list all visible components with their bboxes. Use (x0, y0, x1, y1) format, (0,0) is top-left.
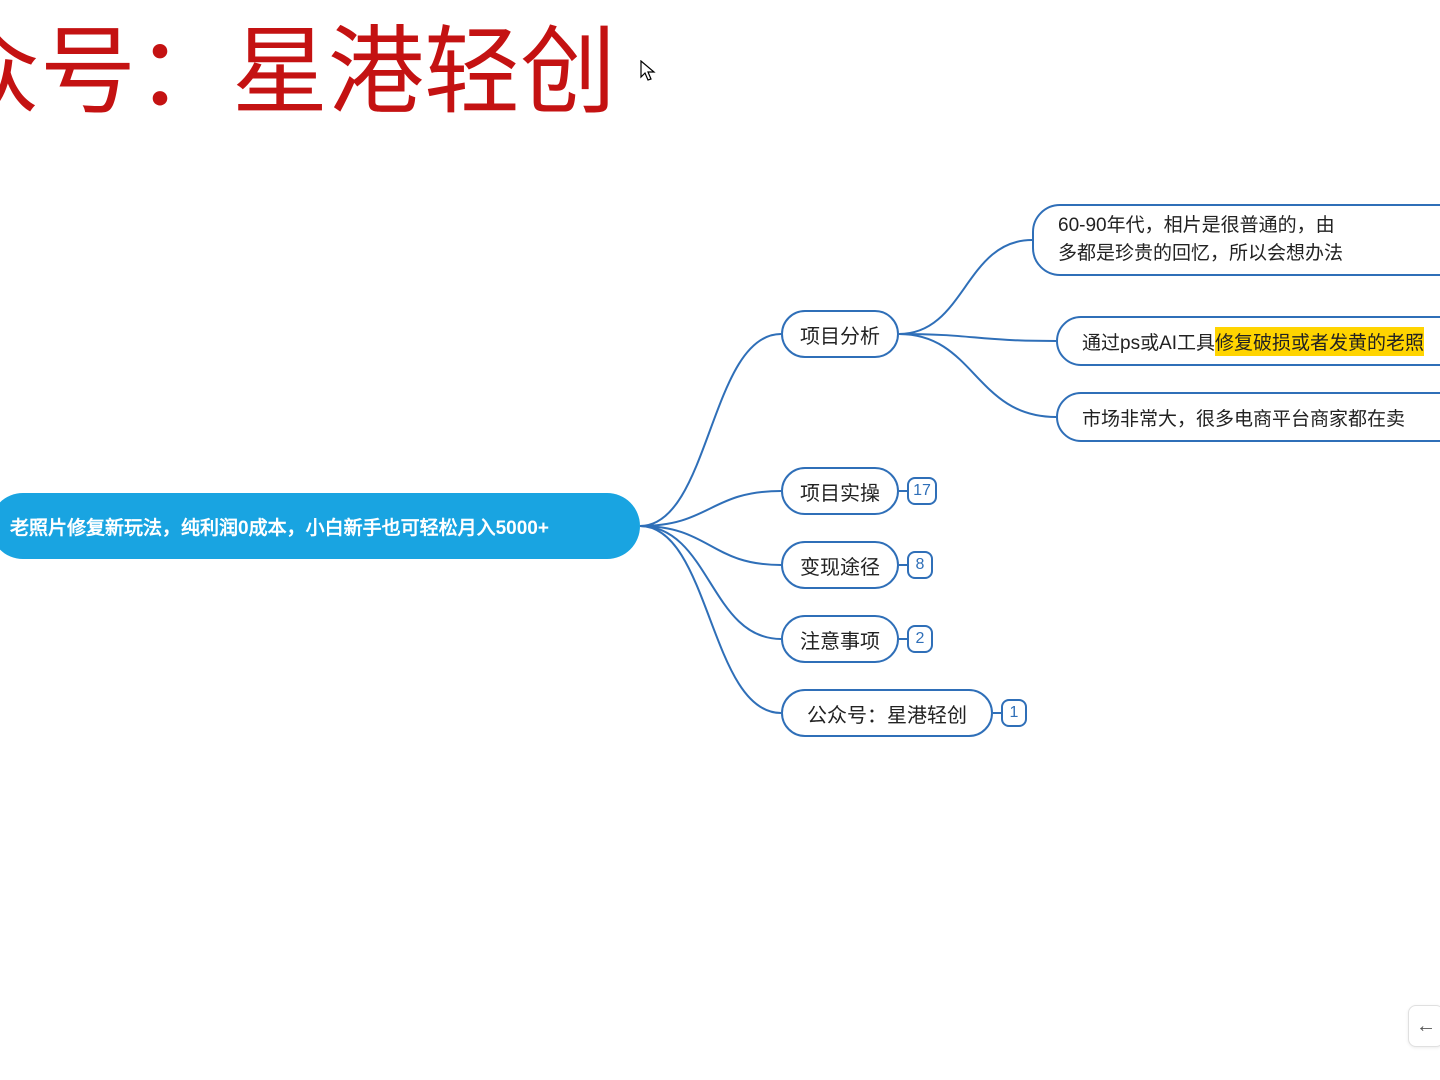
badge-account-count: 1 (1010, 704, 1019, 722)
node-analysis[interactable]: 项目分析 (781, 310, 899, 358)
badge-monetize-count: 8 (916, 556, 925, 574)
node-practice-label: 项目实操 (800, 477, 880, 506)
node-notice[interactable]: 注意事项 (781, 615, 899, 663)
back-arrow-icon: ← (1416, 1015, 1436, 1038)
node-practice[interactable]: 项目实操 (781, 467, 899, 515)
node-notice-label: 注意事项 (800, 625, 880, 654)
back-button[interactable]: ← (1408, 1005, 1440, 1047)
node-monetize-label: 变现途径 (800, 551, 880, 580)
leaf-analysis-1-line2: 多都是珍贵的回忆，所以会想办法 (1058, 240, 1343, 269)
leaf-analysis-2-highlight: 修复破损或者发黄的老照 (1215, 327, 1424, 356)
badge-notice[interactable]: 2 (907, 625, 933, 653)
leaf-analysis-2[interactable]: 通过ps或AI工具修复破损或者发黄的老照 (1056, 316, 1440, 366)
mindmap-root-label: 老照片修复新玩法，纯利润0成本，小白新手也可轻松月入5000+ (10, 513, 549, 540)
cursor-icon (640, 60, 658, 84)
mindmap-root-node[interactable]: 老照片修复新玩法，纯利润0成本，小白新手也可轻松月入5000+ (0, 493, 640, 559)
node-monetize[interactable]: 变现途径 (781, 541, 899, 589)
badge-notice-count: 2 (916, 630, 925, 648)
badge-monetize[interactable]: 8 (907, 551, 933, 579)
badge-practice[interactable]: 17 (907, 477, 937, 505)
leaf-analysis-1[interactable]: 60-90年代，相片是很普通的，由 多都是珍贵的回忆，所以会想办法 (1032, 204, 1440, 276)
node-account[interactable]: 公众号：星港轻创 (781, 689, 993, 737)
node-analysis-label: 项目分析 (800, 320, 880, 349)
leaf-analysis-3-text: 市场非常大，很多电商平台商家都在卖 (1082, 404, 1405, 431)
page-title: 众号：星港轻创 (0, 0, 616, 133)
leaf-analysis-3[interactable]: 市场非常大，很多电商平台商家都在卖 (1056, 392, 1440, 442)
leaf-analysis-1-line1: 60-90年代，相片是很普通的，由 (1058, 212, 1335, 241)
node-account-label: 公众号：星港轻创 (807, 699, 967, 728)
badge-account[interactable]: 1 (1001, 699, 1027, 727)
leaf-analysis-2-prefix: 通过ps或AI工具 (1082, 328, 1215, 355)
badge-practice-count: 17 (913, 482, 931, 500)
